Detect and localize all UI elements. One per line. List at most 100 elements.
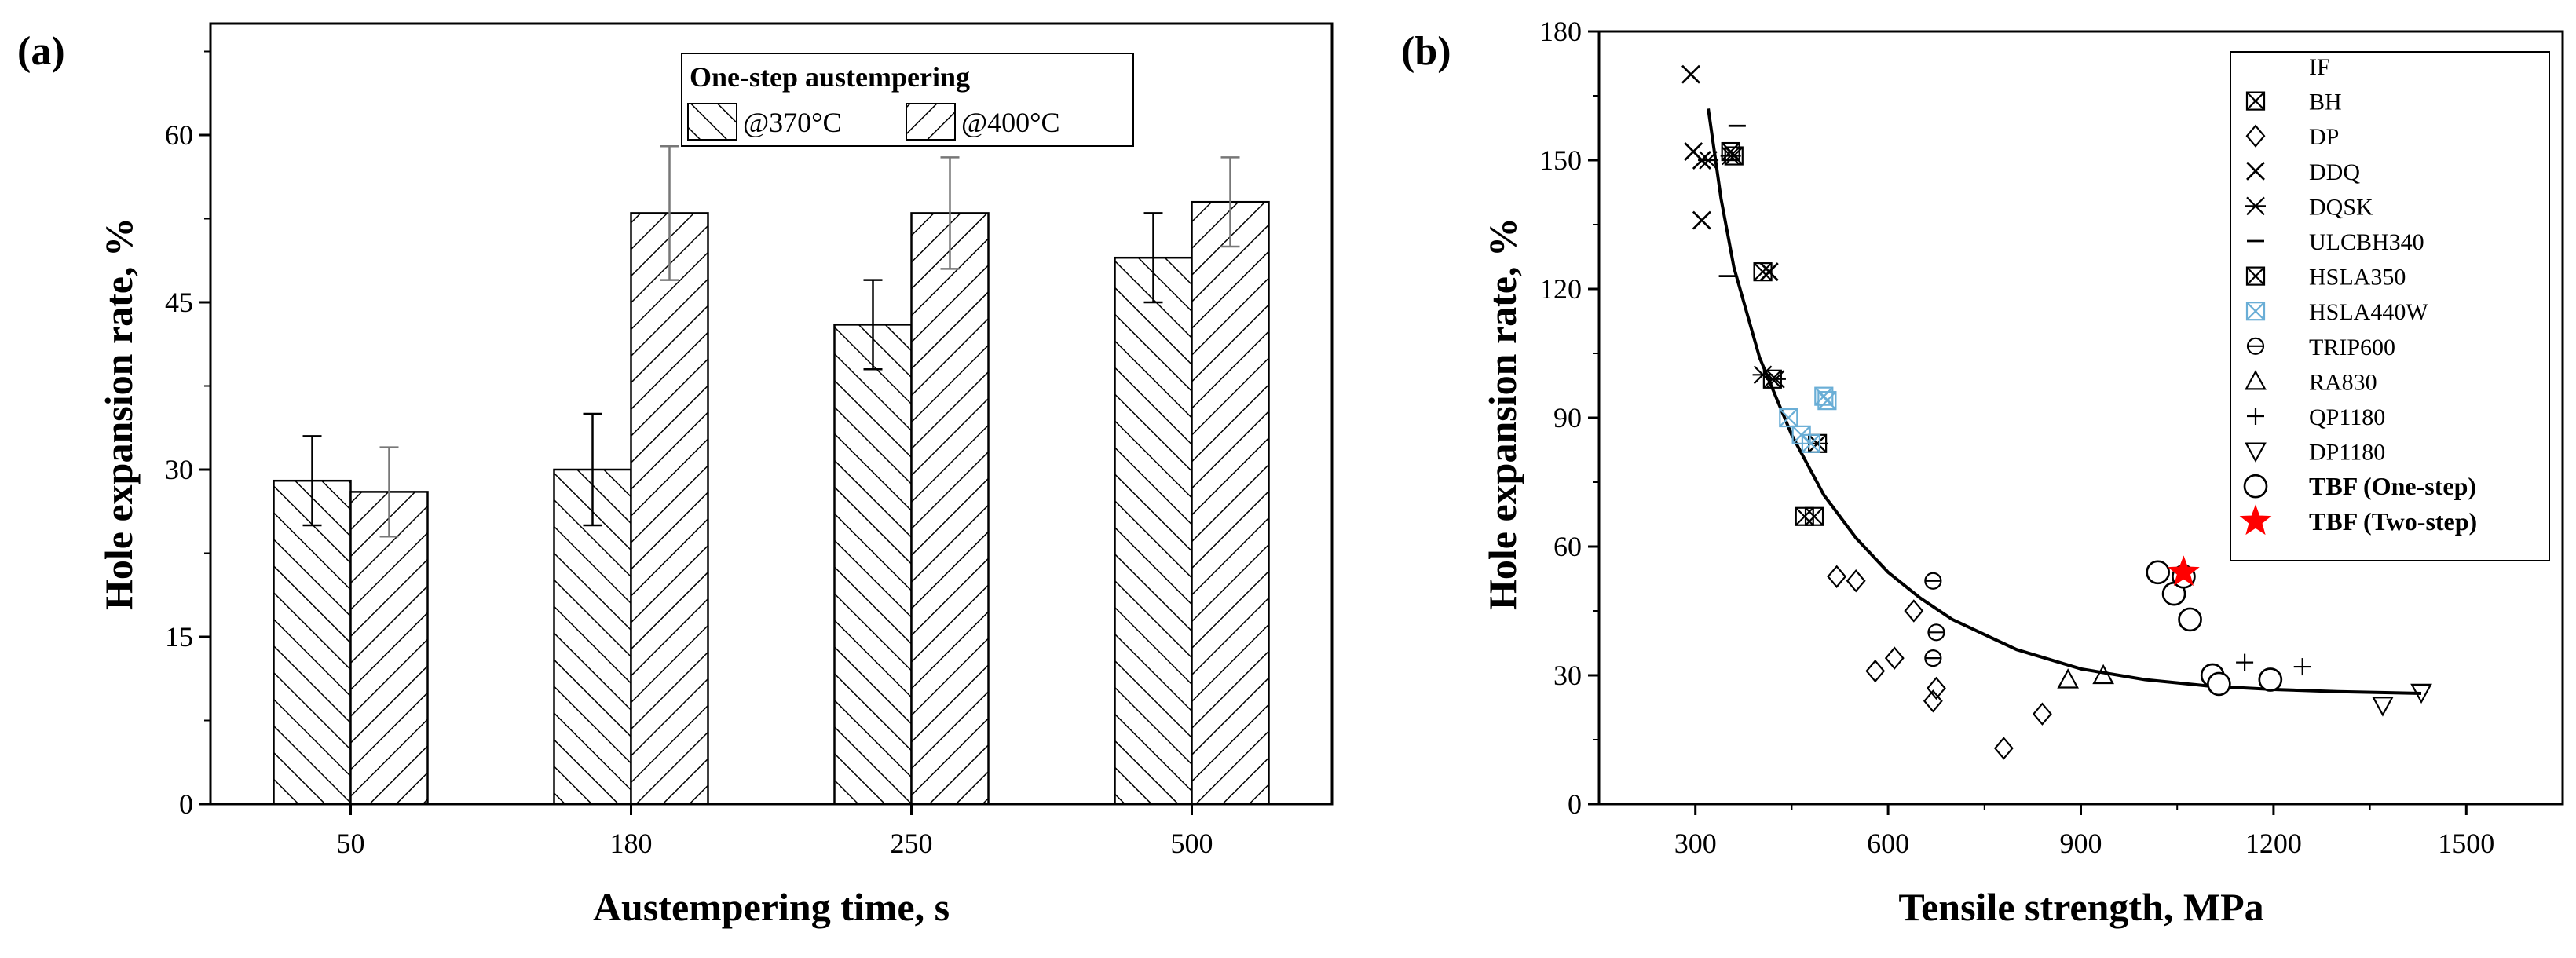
x-tick-label-a: 500 <box>1171 828 1213 859</box>
point-dp <box>2032 702 2052 726</box>
point-tbf-two-step- <box>2168 555 2200 587</box>
bar-400-180 <box>630 212 709 806</box>
legend-label-b: TBF (One-step) <box>2309 472 2476 500</box>
legend-label-b: BH <box>2309 90 2342 115</box>
point-hsla440w <box>1779 408 1798 428</box>
point-hsla440w <box>1801 433 1821 453</box>
point-trip600 <box>1924 572 1942 590</box>
point-dqsk <box>1720 146 1741 166</box>
legend-marker-b <box>2246 337 2265 355</box>
point-dp <box>1846 569 1866 593</box>
y-tick-label-b: 90 <box>1553 402 1582 433</box>
legend-swatch-370 <box>687 103 737 141</box>
legend-label-b: HSLA440W <box>2309 299 2428 325</box>
point-dqsk <box>1752 365 1773 385</box>
point-trip600 <box>1924 649 1942 667</box>
chart-a: (a) 0 15 30 45 60 50 180 250 500 Austempering t… <box>17 22 1334 929</box>
point-qp1180 <box>2293 658 2311 676</box>
point-ra830 <box>2057 668 2079 689</box>
panel-a-label: (a) <box>17 29 65 74</box>
legend-swatch-400 <box>906 103 956 141</box>
point-ddq <box>1759 262 1779 282</box>
point-hsla440w <box>1817 391 1837 411</box>
y-axis-label-b: Hole expansion rate, % <box>1480 218 1524 610</box>
point-tbf-one-step- <box>2207 671 2231 697</box>
legend-label-b: IF <box>2309 54 2330 80</box>
legend-marker-b <box>2245 91 2266 111</box>
point-hsla350 <box>1753 262 1773 282</box>
point-ddq <box>1681 64 1700 84</box>
bar-400-50 <box>349 491 429 806</box>
point-qp1180 <box>2236 653 2254 671</box>
legend-label-370: @370°C <box>743 107 842 138</box>
legend-marker-b <box>2247 408 2264 425</box>
point-ra830 <box>2092 664 2114 685</box>
point-tbf-one-step- <box>2146 560 2171 585</box>
legend-marker-b <box>2245 124 2266 148</box>
legend-marker-b <box>2245 266 2266 286</box>
bar-400-500 <box>1191 200 1270 806</box>
plot-frame-a <box>209 22 1334 806</box>
y-tick-label-b: 150 <box>1539 144 1582 176</box>
legend-label-b: HSLA350 <box>2309 265 2406 291</box>
x-tick-label-b: 1500 <box>2438 828 2494 859</box>
legend-label-b: DDQ <box>2309 159 2360 185</box>
point-dp <box>1993 737 2014 760</box>
point-tbf-one-step- <box>2258 667 2283 692</box>
point-dp <box>1884 646 1905 670</box>
legend-marker-b <box>2245 370 2267 390</box>
legend-marker-b <box>2239 504 2272 536</box>
point-dqsk <box>1765 370 1786 389</box>
y-tick-label-b: 0 <box>1568 788 1582 820</box>
point-dp <box>1923 689 1943 713</box>
point-trip600 <box>1927 623 1945 642</box>
point-dp <box>1927 676 1946 700</box>
y-axis-label-a: Hole expansion rate, % <box>97 218 141 610</box>
legend-title-a: One-step austempering <box>690 61 970 93</box>
y-tick-label-b: 180 <box>1539 16 1582 47</box>
x-tick-label-b: 900 <box>2060 828 2102 859</box>
y-tick-label-a: 45 <box>165 287 193 318</box>
point-dp <box>1865 659 1886 683</box>
y-tick-label-a: 0 <box>179 788 193 820</box>
legend-marker-b <box>2245 302 2266 321</box>
y-tick-label-b: 60 <box>1553 531 1582 562</box>
y-tick-label-b: 30 <box>1553 660 1582 691</box>
point-tbf-one-step- <box>2178 607 2202 632</box>
legend-marker-b <box>2245 196 2266 216</box>
x-axis-label-a: Austempering time, s <box>593 885 950 929</box>
x-tick-label-b: 300 <box>1674 828 1717 859</box>
point-hsla350 <box>1804 506 1824 526</box>
panel-b-label: (b) <box>1401 29 1451 74</box>
legend-marker-b <box>2245 442 2267 463</box>
bar-370-250 <box>833 324 913 806</box>
point-hsla350 <box>1762 369 1782 389</box>
x-tick-label-a: 50 <box>337 828 365 859</box>
bar-400-250 <box>910 212 990 806</box>
x-tick-label-b: 600 <box>1867 828 1909 859</box>
point-hsla350 <box>1795 506 1814 526</box>
legend-label-b: ULCBH340 <box>2309 229 2424 255</box>
x-axis-label-b: Tensile strength, MPa <box>1898 885 2263 929</box>
legend-marker-b <box>2246 161 2265 181</box>
legend-a: One-step austempering @370°C @400°C <box>681 53 1134 147</box>
y-tick-label-b: 120 <box>1539 273 1582 305</box>
legend-label-b: QP1180 <box>2309 404 2385 430</box>
legend-label-b: RA830 <box>2309 369 2377 395</box>
x-tick-label-b: 1200 <box>2245 828 2302 859</box>
bar-370-500 <box>1114 256 1193 806</box>
legend-label-b: DP1180 <box>2309 440 2385 466</box>
point-dp <box>1827 565 1847 588</box>
legend-marker-b <box>2243 474 2268 499</box>
legend-b: IF BH DP DDQ DQSK ULCBH340 HSLA350 HSLA440W TRIP… <box>2230 51 2550 561</box>
y-tick-label-a: 30 <box>165 454 193 485</box>
point-dqsk <box>1698 151 1719 170</box>
legend-label-400: @400°C <box>961 107 1060 138</box>
y-tick-label-a: 60 <box>165 119 193 151</box>
point-dp1180 <box>2410 683 2432 704</box>
x-tick-label-a: 250 <box>891 828 933 859</box>
legend-label-b: DQSK <box>2309 194 2373 220</box>
point-dp1180 <box>2372 697 2394 717</box>
point-ddq <box>1692 210 1711 230</box>
